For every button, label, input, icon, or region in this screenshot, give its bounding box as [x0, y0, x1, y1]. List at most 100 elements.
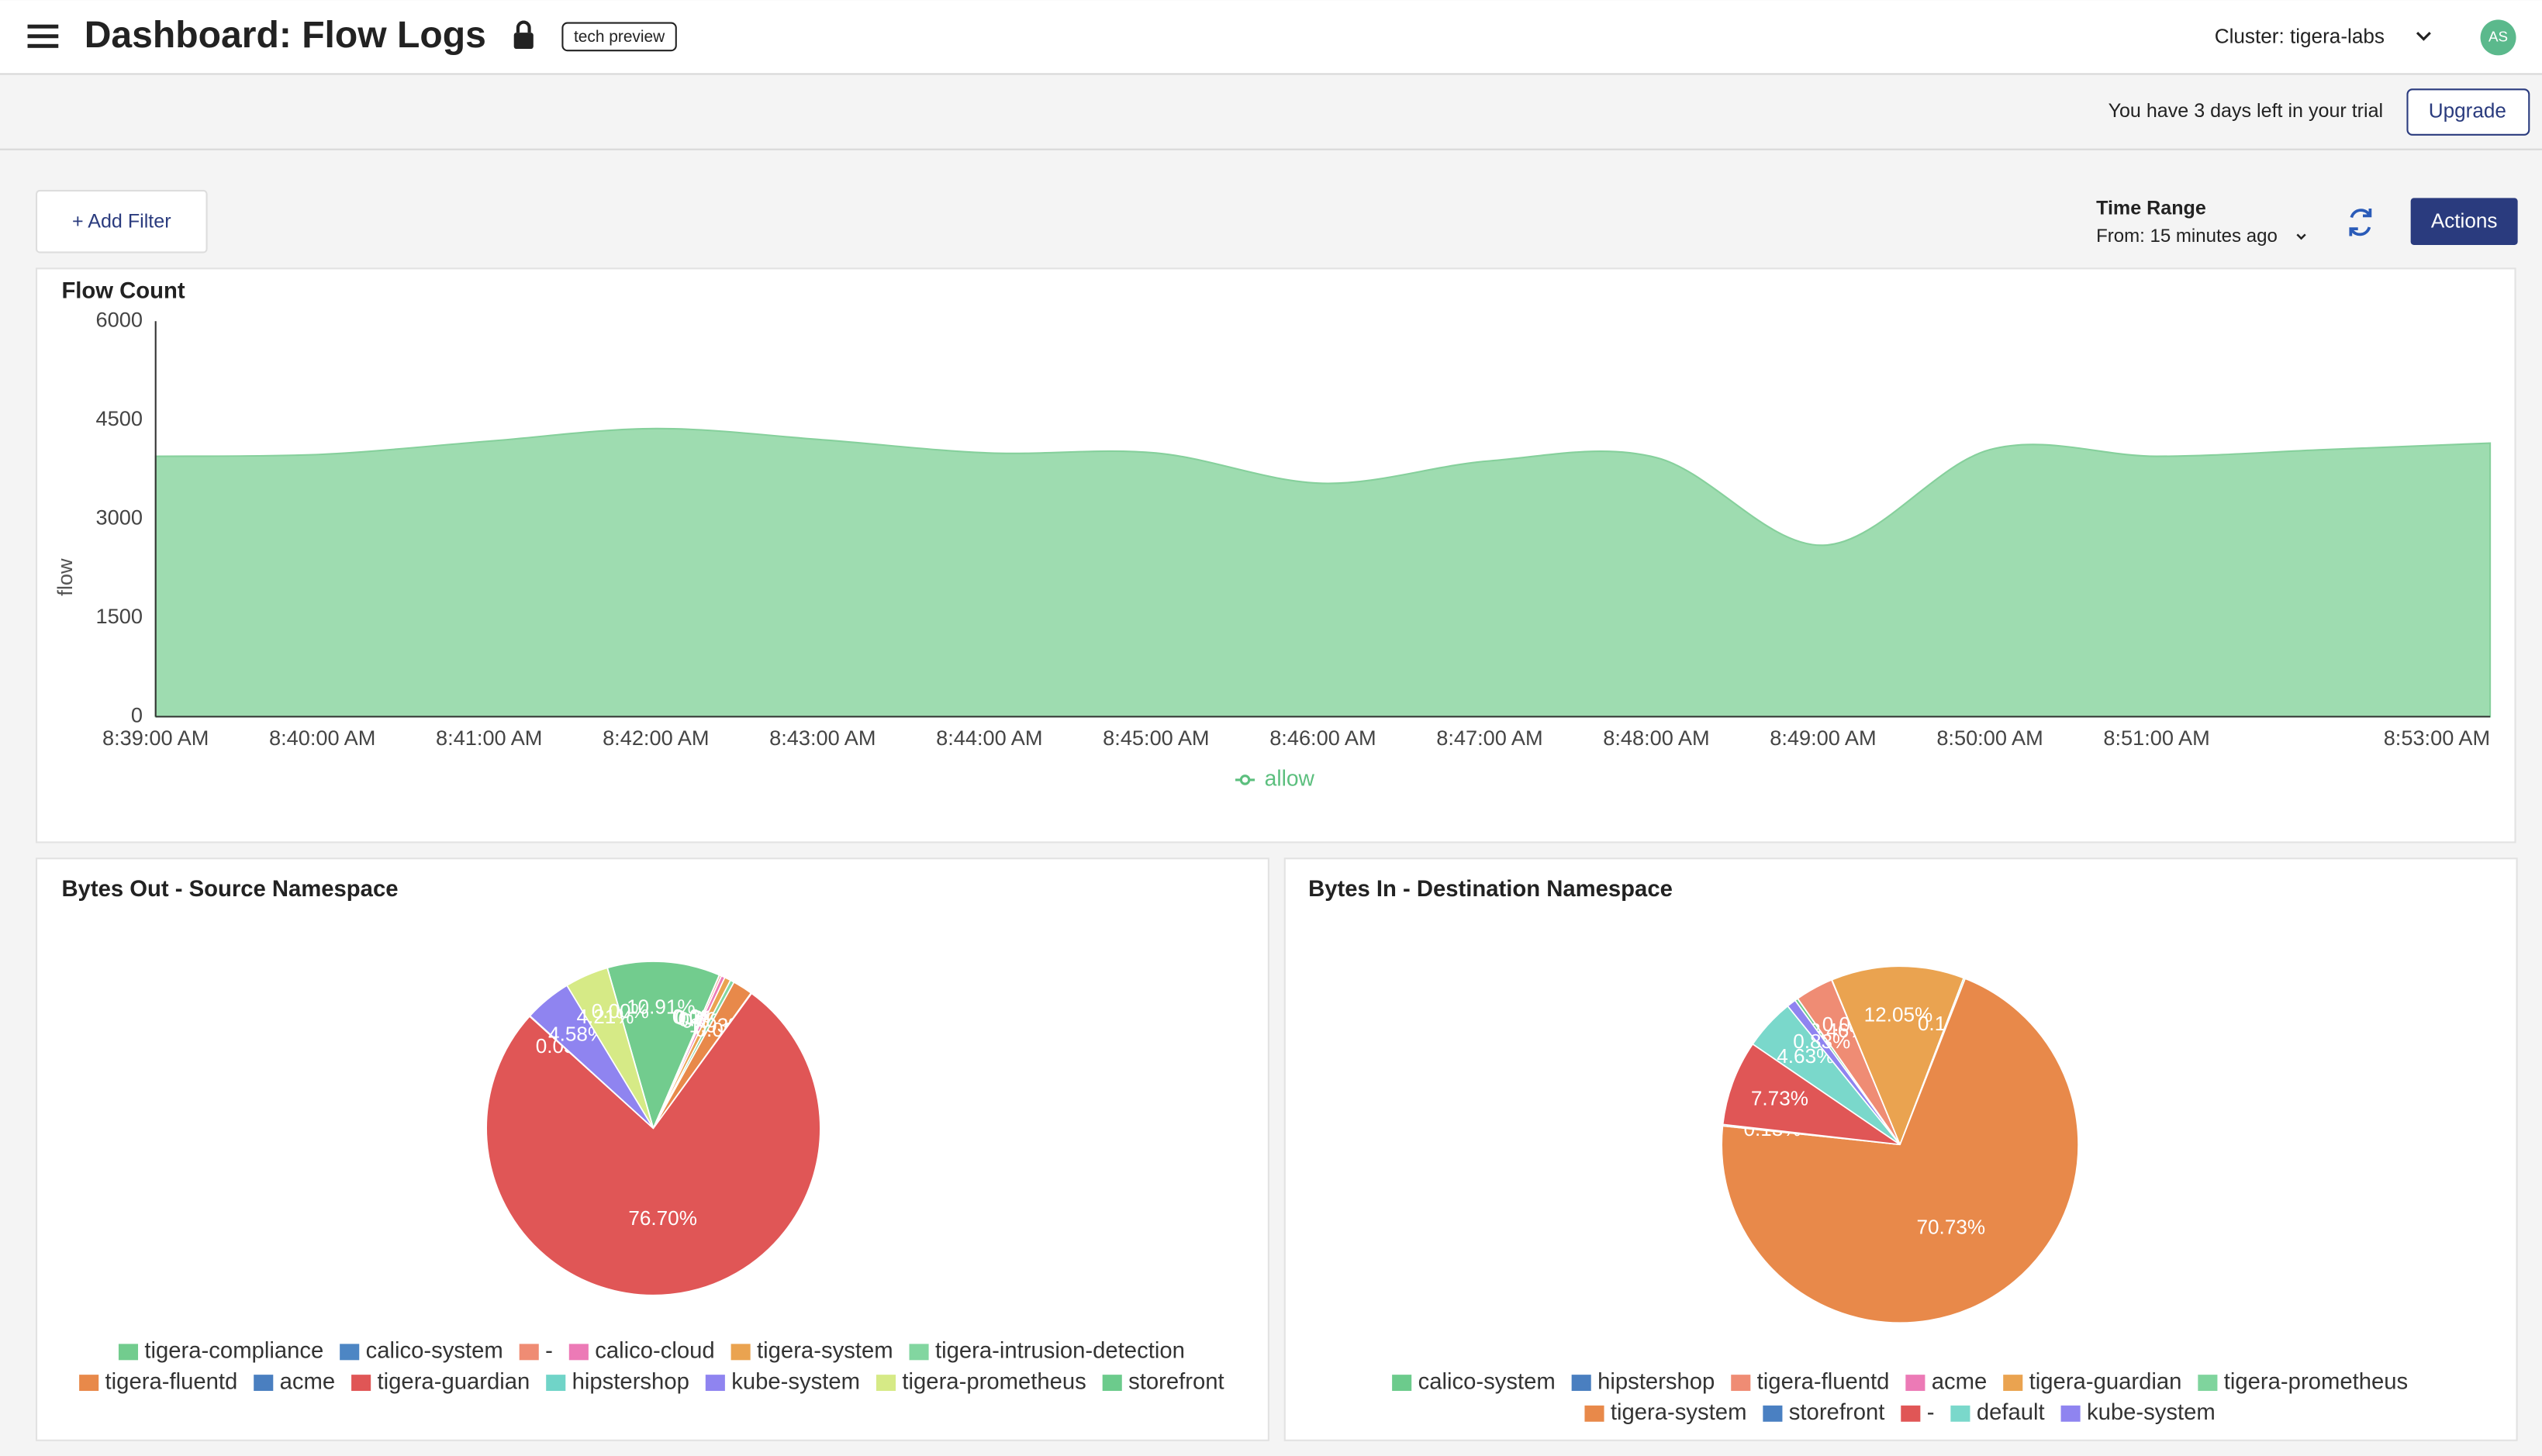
- legend-swatch: [519, 1344, 539, 1361]
- x-tick-label: 8:51:00 AM: [2103, 726, 2209, 750]
- legend-swatch: [2060, 1405, 2081, 1422]
- y-tick-label: 1500: [96, 604, 143, 628]
- badge: tech preview: [574, 28, 665, 46]
- legend-item: tigera-guardian: [2003, 1369, 2181, 1394]
- area: [154, 427, 2492, 718]
- legend-swatch: [705, 1375, 725, 1392]
- menu-bar: [27, 34, 59, 39]
- legend-item: storefront: [1102, 1369, 1224, 1394]
- legend-item: tigera-guardian: [351, 1369, 530, 1394]
- upgrade-label: Upgrade: [2429, 98, 2506, 122]
- legend-label: tigera-system: [757, 1339, 893, 1364]
- x-tick-label: 8:47:00 AM: [1436, 726, 1542, 750]
- legend-item: acme: [254, 1369, 335, 1394]
- legend-label: tigera-fluentd: [1757, 1369, 1890, 1394]
- legend-item: kube-system: [2060, 1400, 2216, 1425]
- slice-label: 70.73%: [1917, 1215, 1986, 1238]
- x-tick-label: 8:49:00 AM: [1770, 726, 1876, 750]
- legend-label: tigera-compliance: [144, 1339, 323, 1364]
- pie-slice: [485, 992, 821, 1296]
- pie-slice: [1721, 978, 2079, 1323]
- legend-item: -: [1901, 1400, 1934, 1425]
- legend-label: calico-system: [366, 1339, 503, 1364]
- legend-swatch: [118, 1344, 139, 1361]
- y-tick-label: 0: [131, 703, 143, 727]
- pie-slice: [606, 961, 720, 1130]
- legend-swatch: [79, 1375, 99, 1392]
- legend-item: storefront: [1763, 1400, 1884, 1425]
- upgrade-button[interactable]: [2406, 88, 2530, 136]
- x-tick-label: 8:43:00 AM: [769, 726, 876, 750]
- x-tick-label: 8:48:00 AM: [1603, 726, 1709, 750]
- refresh-button[interactable]: [2349, 208, 2372, 236]
- y-tick-label: 4500: [96, 406, 143, 430]
- pie-slice: [1787, 999, 1901, 1145]
- chevron: [2296, 233, 2306, 240]
- lock-shackle: [516, 20, 531, 33]
- add-filter-label: + Add Filter: [72, 210, 171, 232]
- trial-message: You have 3 days left in your trial: [2109, 100, 2384, 122]
- legend-label: tigera-intrusion-detection: [935, 1339, 1185, 1364]
- menu-bar: [27, 24, 59, 29]
- legend-item: calico-cloud: [568, 1339, 715, 1364]
- legend-label: storefront: [1789, 1400, 1885, 1425]
- cluster-select[interactable]: Cluster: tigera-labs: [2215, 24, 2431, 47]
- legend-label: hipstershop: [1597, 1369, 1715, 1394]
- legend-swatch: [1901, 1405, 1921, 1422]
- menu-bar: [27, 43, 59, 48]
- slice-label: 10.91%: [627, 995, 696, 1019]
- x-tick-label: 8:41:00 AM: [436, 726, 542, 750]
- legend-label: tigera-guardian: [378, 1369, 530, 1394]
- x-tick-label: 8:42:00 AM: [603, 726, 709, 750]
- slice-label: 4.21%: [576, 1005, 634, 1028]
- legend-label: tigera-prometheus: [902, 1369, 1086, 1394]
- x-tick-label: 8:45:00 AM: [1103, 726, 1209, 750]
- legend-label: -: [1927, 1400, 1935, 1425]
- legend-label: tigera-fluentd: [105, 1369, 238, 1394]
- chart-title: Bytes In - Destination Namespace: [1308, 877, 1673, 902]
- legend-label: tigera-guardian: [2029, 1369, 2182, 1394]
- legend-item: acme: [1905, 1369, 1987, 1394]
- cluster-label: Cluster: tigera-labs: [2215, 24, 2385, 47]
- legend-label: kube-system: [731, 1369, 860, 1394]
- slice-label: 7.73%: [1751, 1087, 1808, 1110]
- legend-label: kube-system: [2087, 1400, 2216, 1425]
- slice-label: 12.05%: [1864, 1003, 1933, 1026]
- time-range[interactable]: Time Range From: 15 minutes ago: [2096, 198, 2306, 247]
- page-title: Dashboard: Flow Logs: [85, 14, 486, 56]
- time-range-label: Time Range: [2096, 198, 2206, 219]
- y-tick-label: 6000: [96, 307, 143, 331]
- legend-swatch: [1731, 1375, 1751, 1392]
- legend-item: tigera-fluentd: [1731, 1369, 1889, 1394]
- legend-label: default: [1977, 1400, 2045, 1425]
- legend-label: tigera-prometheus: [2224, 1369, 2408, 1394]
- menu-button[interactable]: [27, 24, 59, 48]
- avatar[interactable]: [2480, 19, 2516, 56]
- legend-item: kube-system: [705, 1369, 860, 1394]
- legend-item: calico-system: [340, 1339, 503, 1364]
- legend-item: tigera-intrusion-detection: [909, 1339, 1185, 1364]
- pie-slice: [1722, 1043, 1901, 1146]
- refresh-arc: [2350, 209, 2371, 236]
- legend-swatch: [1571, 1375, 1591, 1392]
- legend-swatch: [909, 1344, 929, 1361]
- add-filter-button[interactable]: [35, 189, 208, 254]
- lock-icon: [513, 20, 534, 50]
- legend-item: hipstershop: [1571, 1369, 1715, 1394]
- legend-item: hipstershop: [546, 1369, 689, 1394]
- legend-swatch: [254, 1375, 274, 1392]
- legend-label: storefront: [1128, 1369, 1224, 1394]
- y-tick-label: 3000: [96, 505, 143, 529]
- legend-label: -: [545, 1339, 553, 1364]
- legend-swatch: [340, 1344, 360, 1361]
- legend-label: tigera-system: [1611, 1400, 1747, 1425]
- x-tick-label: 8:40:00 AM: [269, 726, 375, 750]
- x-tick-label: 8:44:00 AM: [936, 726, 1042, 750]
- legend-swatch: [546, 1375, 566, 1392]
- actions-button[interactable]: [2410, 198, 2518, 246]
- x-tick-label: 8:46:00 AM: [1269, 726, 1376, 750]
- legend-swatch: [1102, 1375, 1122, 1392]
- legend-item: default: [1950, 1400, 2045, 1425]
